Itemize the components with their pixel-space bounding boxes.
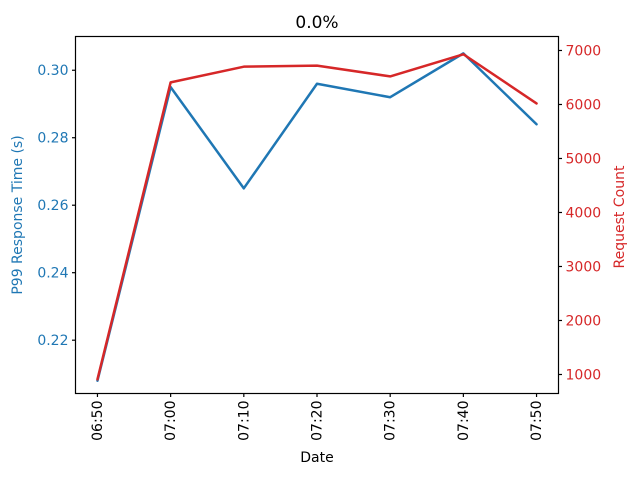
x-tick-label: 06:50 — [90, 401, 106, 441]
axes-frame — [74, 35, 560, 395]
x-tick-label: 07:30 — [383, 401, 399, 441]
right-tick-label: 1000 — [566, 367, 602, 383]
left-tick-label: 0.30 — [37, 63, 68, 79]
left-tick-label: 0.28 — [37, 131, 68, 147]
series-line-request-count — [96, 53, 538, 381]
right-tick-label: 6000 — [566, 97, 602, 113]
x-tick-label: 07:50 — [529, 401, 545, 441]
left-tick-label: 0.22 — [37, 333, 68, 349]
series-line-p99-response-time — [96, 52, 538, 382]
right-tick-label: 7000 — [566, 43, 602, 59]
left-tick-label: 0.26 — [37, 198, 68, 214]
left-tick-label: 0.24 — [37, 266, 68, 282]
right-tick-label: 2000 — [566, 313, 602, 329]
x-tick-label: 07:10 — [236, 401, 252, 441]
x-tick-label: 07:20 — [310, 401, 326, 441]
x-tick-label: 07:40 — [456, 401, 472, 441]
chart-title: 0.0% — [295, 13, 338, 33]
right-y-axis-label: Request Count — [612, 165, 628, 268]
right-tick-label: 4000 — [566, 205, 602, 221]
x-tick-label: 07:00 — [163, 401, 179, 441]
left-y-axis-label: P99 Response Time (s) — [10, 135, 26, 294]
plot-area: 0.22 0.24 0.26 0.28 0.30 1000 2000 3000 4000 5000… — [37, 35, 602, 441]
right-tick-label: 3000 — [566, 259, 602, 275]
right-tick-label: 5000 — [566, 151, 602, 167]
x-axis-label: Date — [300, 450, 333, 466]
